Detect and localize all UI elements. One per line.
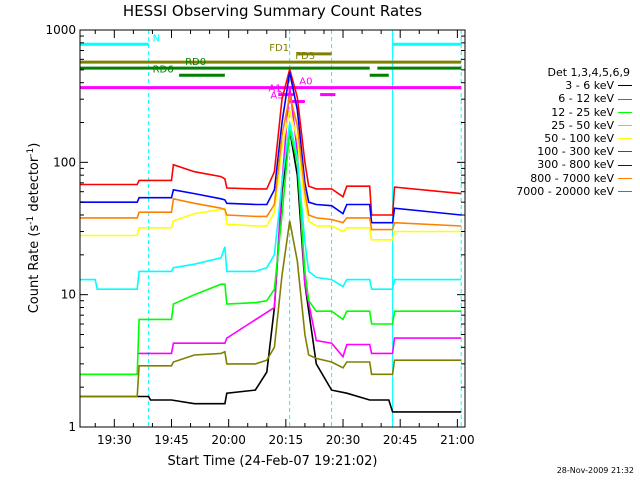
legend-label: 100 - 300 keV	[537, 145, 614, 159]
legend-item-100-300-kev: 100 - 300 keV	[478, 145, 638, 158]
x-axis-label: Start Time (24-Feb-07 19:21:02)	[167, 454, 378, 469]
x-tick-label: 19:30	[97, 433, 132, 447]
flag-label-a3: A3	[270, 91, 283, 102]
series-line-25-50-kev	[80, 122, 462, 291]
series-line-50-100-kev	[80, 109, 462, 241]
series-line-800-7000-kev	[80, 95, 462, 231]
series-line-3-6-kev	[80, 130, 462, 413]
legend-swatch	[618, 164, 632, 166]
legend-item-50-100-kev: 50 - 100 keV	[478, 132, 638, 145]
legend-label: 7000 - 20000 keV	[516, 184, 614, 198]
flag-label-n: N	[153, 33, 160, 44]
legend-swatch	[618, 98, 632, 100]
series-line-12-25-kev	[80, 130, 462, 376]
y-tick-label: 1000	[45, 23, 76, 37]
legend-item-25-50-kev: 25 - 50 keV	[478, 119, 638, 132]
legend: Det 1,3,4,5,6,9 3 - 6 keV 6 - 12 keV 12 - …	[478, 66, 638, 198]
x-tick-label: 20:45	[383, 433, 418, 447]
legend-label: 12 - 25 keV	[551, 105, 614, 119]
y-tick-label: 1	[68, 420, 76, 434]
x-tick-label: 19:45	[154, 433, 189, 447]
flag-label-a0: A0	[299, 77, 312, 88]
series-line-300-800-kev	[80, 72, 462, 224]
x-tick-label: 20:15	[269, 433, 304, 447]
legend-item-3-6-kev: 3 - 6 keV	[478, 79, 638, 92]
flag-label-fd1: FD1	[269, 43, 289, 54]
legend-label: 800 - 7000 keV	[530, 171, 614, 185]
legend-swatch	[618, 190, 632, 192]
series-lines	[80, 66, 462, 413]
legend-item-300-800-kev: 300 - 800 keV	[478, 158, 638, 171]
flag-label-a1: A1	[268, 84, 281, 95]
x-tick-label: 20:30	[326, 433, 361, 447]
flag-label-rd0: RD0	[185, 57, 206, 68]
series-line-100-300-kev	[80, 66, 462, 216]
timestamp: 28-Nov-2009 21:32	[556, 466, 634, 475]
legend-label: 3 - 6 keV	[565, 79, 614, 93]
legend-item-12-25-kev: 12 - 25 keV	[478, 106, 638, 119]
legend-label: 6 - 12 keV	[558, 92, 614, 106]
series-line-7000-20000-kev	[80, 220, 462, 398]
legend-swatch	[618, 177, 632, 179]
legend-swatch	[618, 151, 632, 153]
legend-swatch	[618, 85, 632, 87]
x-tick-label: 20:00	[211, 433, 246, 447]
y-tick-label: 10	[61, 288, 76, 302]
y-tick-label: 100	[53, 155, 76, 169]
legend-item-7000-20000-kev: 7000 - 20000 keV	[478, 185, 638, 198]
y-axis-label: Count Rate (s-1 detector-1)	[25, 142, 43, 314]
plot-frame	[79, 29, 466, 428]
legend-item-800-7000-kev: 800 - 7000 keV	[478, 172, 638, 185]
legend-swatch	[618, 138, 632, 140]
legend-label: 50 - 100 keV	[544, 132, 614, 146]
flag-label-rd6: RD6	[153, 64, 174, 75]
x-tick-label: 21:00	[440, 433, 475, 447]
series-line-6-12-kev	[137, 86, 462, 359]
legend-label: 300 - 800 keV	[537, 158, 614, 172]
legend-title: Det 1,3,4,5,6,9	[547, 66, 630, 79]
legend-item-6-12-kev: 6 - 12 keV	[478, 92, 638, 105]
legend-swatch	[618, 111, 632, 113]
legend-swatch	[618, 124, 632, 126]
flag-label-fd3: FD3	[295, 51, 315, 62]
chart-title: HESSI Observing Summary Count Rates	[122, 2, 423, 20]
legend-label: 25 - 50 keV	[551, 118, 614, 132]
axis-ticks: 19:30 19:45 20:00 20:15 20:30 20:45 21:00 1 10 10…	[45, 23, 474, 447]
